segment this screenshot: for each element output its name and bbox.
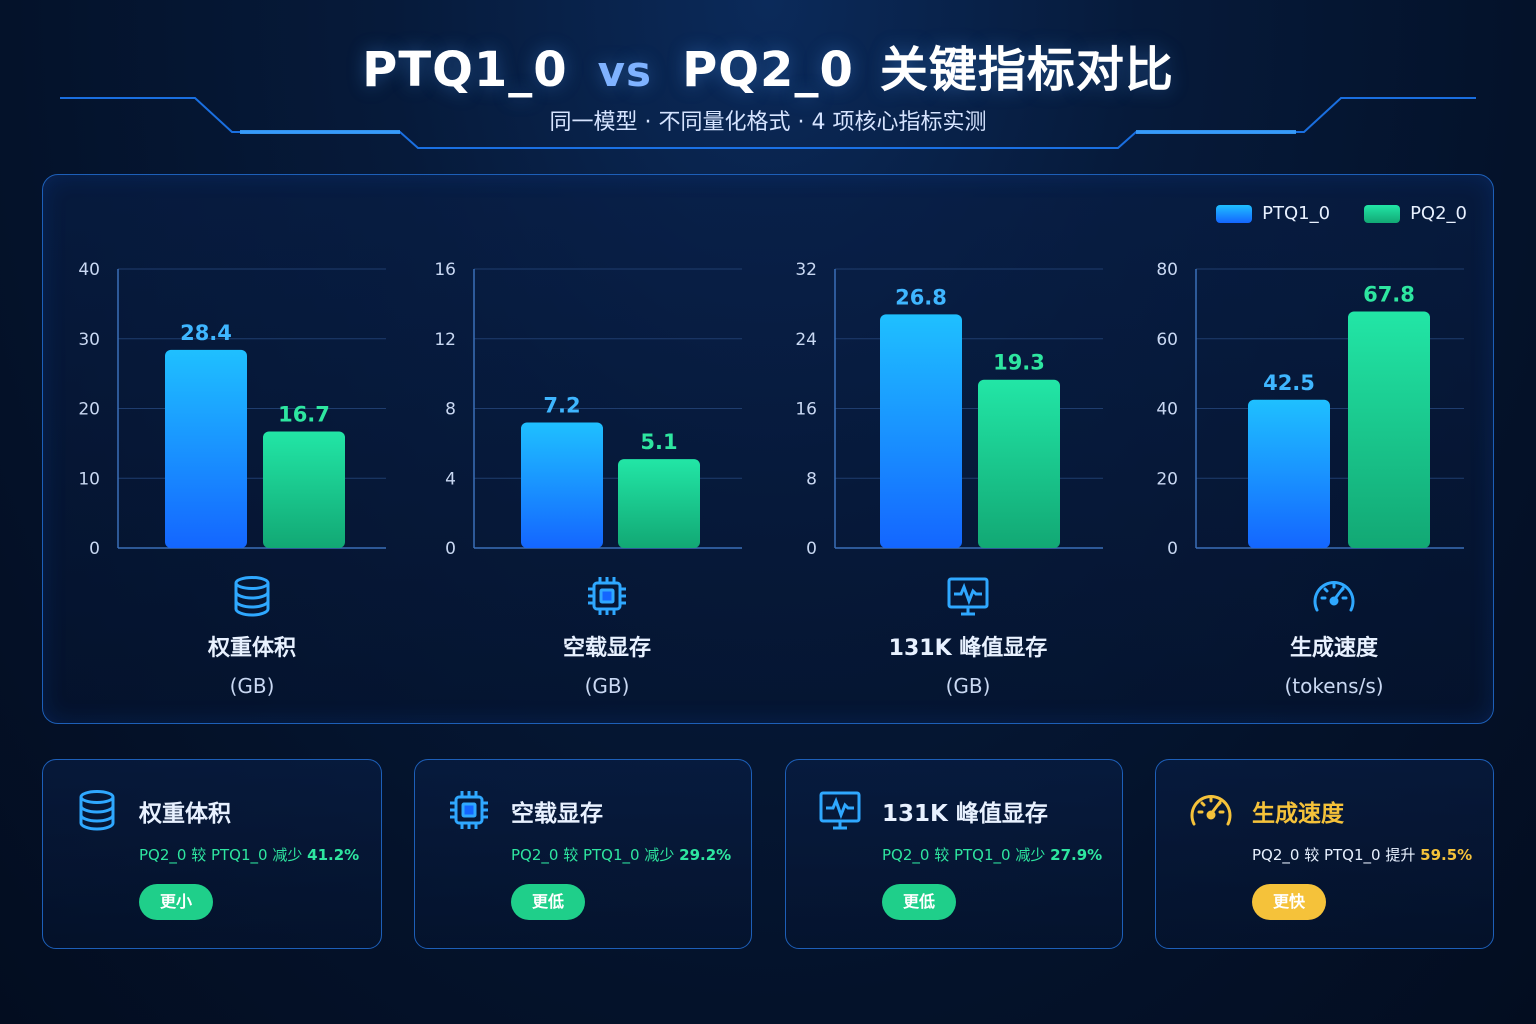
y-tick-label: 0 — [806, 539, 817, 559]
card-desc-text: PQ2_0 较 PTQ1_0 提升 — [1252, 846, 1416, 864]
legend-item-pq2_0: PQ2_0 — [1364, 203, 1467, 224]
y-tick-label: 12 — [434, 330, 456, 350]
summary-card-peak-vram: 131K 峰值显存 PQ2_0 较 PTQ1_0 减少 27.9% 更低 — [785, 759, 1123, 949]
metric-name: 生成速度 — [1289, 636, 1378, 661]
legend-swatch-pq2_0 — [1364, 204, 1401, 223]
page-subtitle: 同一模型 · 不同量化格式 · 4 项核心指标实测 — [549, 110, 987, 135]
speedometer-icon — [1190, 795, 1232, 826]
y-tick-label: 8 — [806, 469, 817, 489]
header-frame-lines — [60, 96, 1476, 149]
metric-label-weight: 权重体积 (GB) — [102, 574, 402, 698]
y-tick-label: 16 — [795, 400, 817, 420]
bar-ptq1_0 — [880, 314, 962, 548]
database-icon — [79, 790, 115, 831]
data-label-ptq1_0: 26.8 — [895, 285, 947, 309]
data-label-pq2_0: 19.3 — [993, 351, 1045, 375]
data-label-ptq1_0: 42.5 — [1263, 371, 1315, 395]
card-title: 131K 峰值显存 — [882, 801, 1048, 827]
title-vs: vs — [597, 47, 653, 96]
y-tick-label: 20 — [1156, 469, 1178, 489]
summary-card-idle-vram: 空载显存 PQ2_0 较 PTQ1_0 减少 29.2% 更低 — [414, 759, 752, 949]
y-tick-label: 0 — [1167, 539, 1178, 559]
chart-legend: PTQ1_0 PQ2_0 — [1216, 203, 1467, 224]
summary-card-weight: 权重体积 PQ2_0 较 PTQ1_0 减少 41.2% 更小 — [42, 759, 382, 949]
bar-pq2_0 — [618, 459, 700, 548]
metric-label-peak-vram: 131K 峰值显存 (GB) — [818, 574, 1118, 698]
y-tick-label: 80 — [1156, 260, 1178, 280]
y-tick-label: 20 — [78, 400, 100, 420]
data-label-ptq1_0: 7.2 — [543, 393, 580, 417]
header: PTQ1_0 vs PQ2_0 关键指标对比 同一模型 · 不同量化格式 · 4 项核… — [0, 0, 1536, 160]
card-desc-text: PQ2_0 较 PTQ1_0 减少 — [882, 846, 1046, 864]
y-tick-label: 40 — [1156, 400, 1178, 420]
bar-ptq1_0 — [165, 349, 247, 548]
bar-pq2_0 — [1348, 311, 1430, 548]
y-tick-label: 24 — [795, 330, 817, 350]
card-description: PQ2_0 较 PTQ1_0 减少 29.2% — [511, 844, 731, 865]
card-percent: 59.5% — [1420, 846, 1473, 864]
bar-pq2_0 — [978, 379, 1060, 548]
data-label-pq2_0: 16.7 — [278, 403, 330, 427]
legend-label-pq2_0: PQ2_0 — [1410, 203, 1467, 224]
data-label-pq2_0: 5.1 — [640, 430, 677, 454]
speedometer-icon — [1313, 581, 1355, 612]
legend-label-ptq1_0: PTQ1_0 — [1262, 203, 1331, 224]
card-badge: 更低 — [511, 884, 585, 920]
card-desc-text: PQ2_0 较 PTQ1_0 减少 — [139, 846, 303, 864]
metric-label-gen-speed: 生成速度 (tokens/s) — [1184, 574, 1484, 698]
card-title: 空载显存 — [511, 801, 603, 827]
data-label-ptq1_0: 28.4 — [180, 321, 232, 345]
metric-unit: (GB) — [945, 674, 991, 698]
bar-ptq1_0 — [521, 422, 603, 548]
summary-card-gen-speed: 生成速度 PQ2_0 较 PTQ1_0 提升 59.5% 更快 — [1155, 759, 1494, 949]
card-percent: 29.2% — [679, 846, 732, 864]
database-icon — [234, 576, 270, 617]
y-tick-label: 8 — [445, 400, 456, 420]
page-title: PTQ1_0 vs PQ2_0 关键指标对比 — [0, 30, 1536, 100]
card-badge: 更快 — [1252, 884, 1326, 920]
metric-unit: (GB) — [229, 674, 275, 698]
metric-name: 权重体积 — [207, 636, 296, 661]
y-tick-label: 32 — [795, 260, 817, 280]
legend-swatch-ptq1_0 — [1216, 204, 1253, 223]
card-title: 生成速度 — [1252, 801, 1344, 827]
title-model-a: PTQ1_0 — [362, 42, 568, 98]
card-badge: 更小 — [139, 884, 213, 920]
card-badge: 更低 — [882, 884, 956, 920]
y-tick-label: 16 — [434, 260, 456, 280]
chip-icon — [450, 791, 488, 829]
title-model-b: PQ2_0 — [682, 42, 854, 98]
card-desc-text: PQ2_0 较 PTQ1_0 减少 — [511, 846, 675, 864]
card-percent: 41.2% — [307, 846, 360, 864]
monitor-pulse-icon — [947, 577, 989, 616]
bar-ptq1_0 — [1248, 399, 1330, 548]
metric-unit: (GB) — [584, 674, 630, 698]
y-tick-label: 40 — [78, 260, 100, 280]
y-tick-label: 0 — [89, 539, 100, 559]
metric-unit: (tokens/s) — [1284, 674, 1384, 698]
bar-charts: 0 10 20 30 40 28.4 16.7 0 4 8 12 16 7.2 5.1 0 8 16 24 32 26… — [78, 260, 1464, 559]
title-tail: 关键指标对比 — [879, 42, 1174, 98]
y-tick-label: 30 — [78, 330, 100, 350]
chip-icon — [588, 577, 626, 615]
monitor-pulse-icon — [819, 791, 861, 830]
card-description: PQ2_0 较 PTQ1_0 提升 59.5% — [1252, 844, 1472, 865]
bar-pq2_0 — [263, 431, 345, 548]
data-label-pq2_0: 67.8 — [1363, 283, 1415, 307]
y-tick-label: 60 — [1156, 330, 1178, 350]
card-description: PQ2_0 较 PTQ1_0 减少 27.9% — [882, 844, 1102, 865]
metric-name: 131K 峰值显存 — [888, 636, 1048, 661]
y-tick-label: 0 — [445, 539, 456, 559]
metric-label-idle-vram: 空载显存 (GB) — [457, 574, 757, 698]
y-tick-label: 4 — [445, 469, 456, 489]
card-percent: 27.9% — [1050, 846, 1103, 864]
legend-item-ptq1_0: PTQ1_0 — [1216, 203, 1330, 224]
metric-name: 空载显存 — [562, 636, 651, 661]
card-title: 权重体积 — [139, 801, 231, 827]
y-tick-label: 10 — [78, 469, 100, 489]
card-description: PQ2_0 较 PTQ1_0 减少 41.2% — [139, 844, 359, 865]
